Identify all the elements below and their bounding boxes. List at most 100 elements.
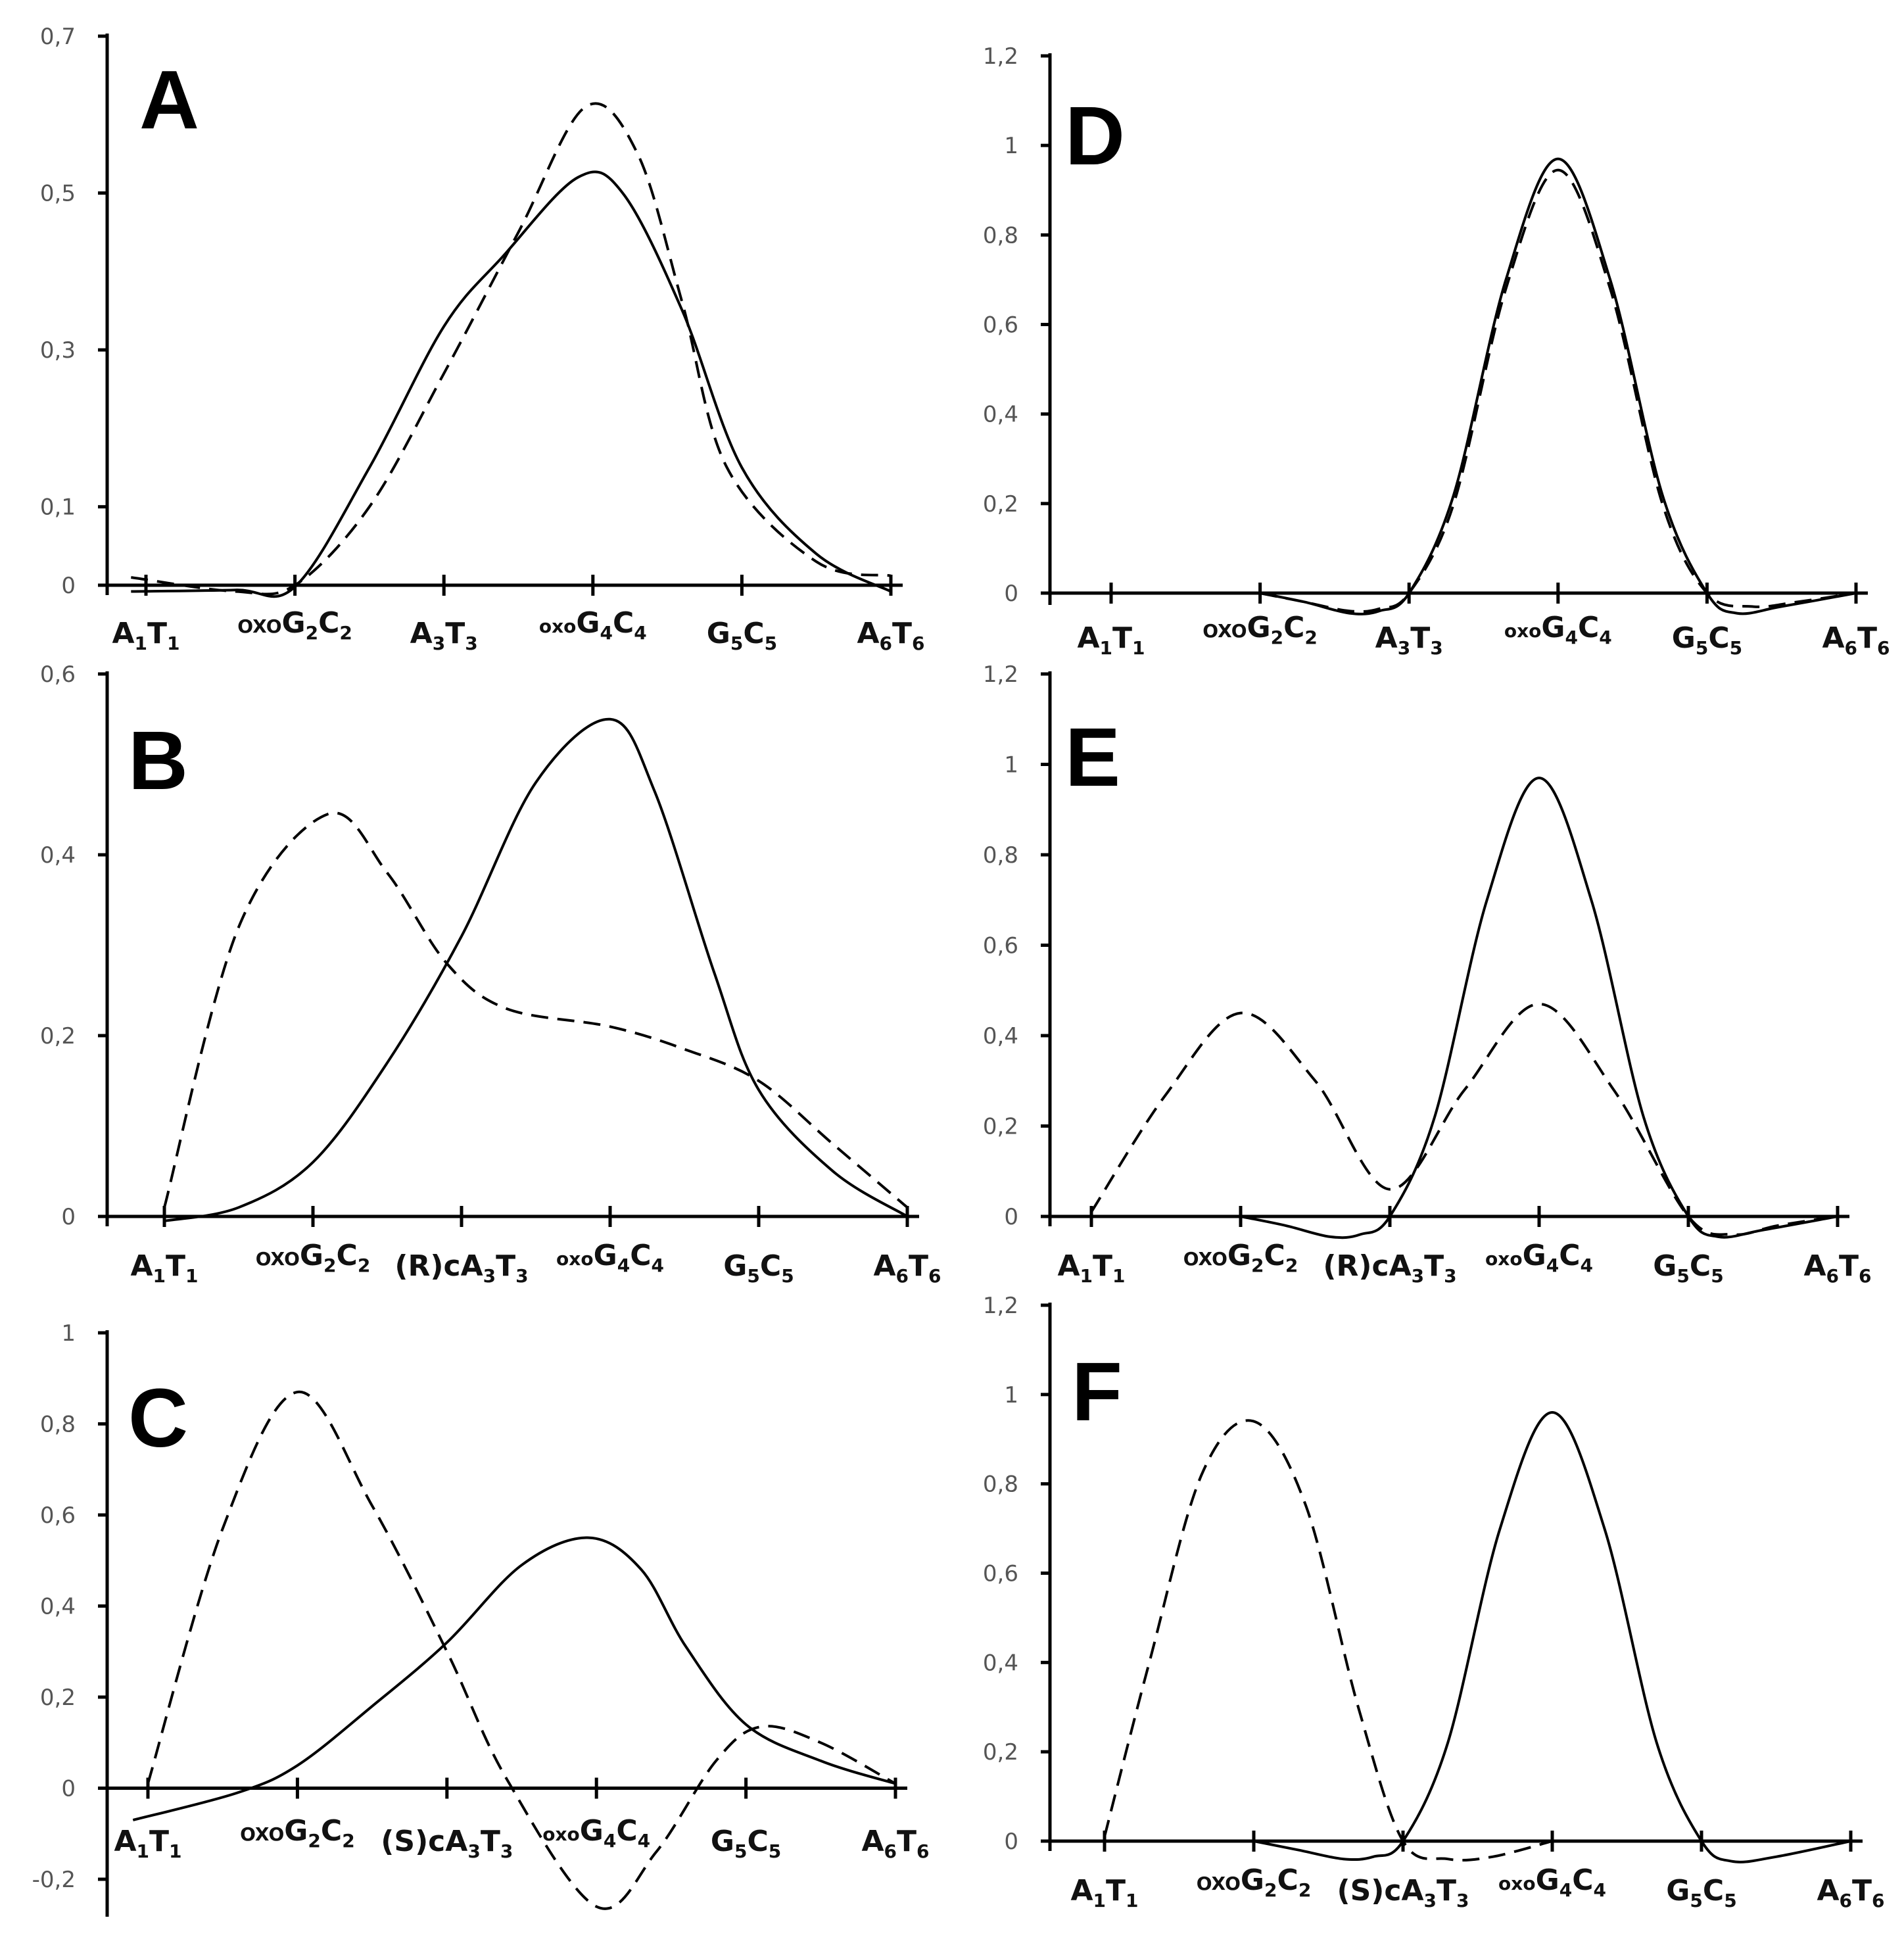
chart-panel-c: -0,2 0 0,2 0,4 0,6 0,8 1 A1T1 OXOG2C2 (S)cA3T3 oxo…: [32, 1320, 930, 1917]
chart-panel-a: 0 0,1 0,3 0,5 0,7 A1T1 OXOG2C2 A3T3 oxoG4C4 G5C5 A…: [40, 24, 925, 654]
x-tick-label: A6T6: [857, 617, 924, 654]
y-tick-label: 0,8: [983, 842, 1018, 869]
x-tick-label: oxoG4C4: [539, 606, 647, 644]
x-tick-label-prefix: OXO: [256, 1248, 300, 1270]
x-tick-label: (S)cA3T3: [381, 1825, 513, 1862]
x-tick-label: A1T1: [1077, 621, 1145, 659]
y-tick-label: 0,1: [40, 494, 76, 521]
x-tick-label-prefix: OXO: [1183, 1248, 1227, 1270]
x-tick-label-prefix: (R)c: [394, 1249, 460, 1283]
x-tick-label-prefix: oxo: [1498, 1873, 1536, 1894]
y-tick-label: 1,2: [983, 661, 1018, 688]
y-tick-label: 0,4: [983, 402, 1018, 428]
y-tick-label: 0: [61, 1776, 76, 1802]
y-tick-label: 0,6: [40, 1502, 76, 1529]
x-tick-label: A1T1: [1057, 1249, 1125, 1287]
x-tick-label-prefix: oxo: [556, 1248, 594, 1270]
y-tick-label: 0,4: [983, 1650, 1018, 1676]
panel-label: E: [1065, 711, 1120, 804]
x-tick-label-prefix: oxo: [1485, 1248, 1523, 1270]
y-tick-label: 0: [61, 1204, 76, 1230]
chart-panel-d: 0 0,2 0,4 0,6 0,8 1 1,2 A1T1 OXOG2C2 A3T3 oxoG4C4 G…: [983, 43, 1890, 659]
x-tick-label-prefix: (R)c: [1323, 1249, 1389, 1283]
x-tick-label: A6T6: [1803, 1249, 1871, 1287]
x-tick-label: A6T6: [873, 1249, 941, 1287]
x-tick-label: G5C5: [707, 617, 777, 654]
y-tick-label: 0,6: [983, 312, 1018, 339]
y-tick-label: 0,2: [983, 1739, 1018, 1765]
y-tick-label: 0,8: [40, 1412, 76, 1438]
y-tick-label: -0,2: [32, 1867, 76, 1893]
x-tick-label: OXOG2C2: [1202, 611, 1318, 648]
x-tick-label-prefix: (S)c: [1337, 1874, 1401, 1908]
y-tick-label: 1: [1004, 133, 1018, 159]
x-tick-label: (R)cA3T3: [1323, 1249, 1456, 1287]
series-line-dashed: [131, 102, 892, 596]
x-tick-label: OXOG2C2: [240, 1814, 355, 1852]
x-tick-label-prefix: (S)c: [381, 1825, 445, 1858]
x-tick-label: G5C5: [1672, 621, 1742, 659]
y-tick-label: 0,8: [983, 222, 1018, 249]
panel-label: F: [1072, 1345, 1122, 1438]
series-line-dashed: [163, 811, 909, 1209]
y-tick-label: 0,2: [40, 1023, 76, 1049]
x-tick-label: A6T6: [1822, 621, 1890, 659]
series-line-dashed: [1260, 168, 1857, 613]
y-tick-label: 0,5: [40, 181, 76, 207]
y-tick-label: 0: [1004, 581, 1018, 607]
x-tick-label: G5C5: [723, 1249, 794, 1287]
series-line-solid: [1240, 777, 1838, 1239]
x-tick-label: oxoG4C4: [1498, 1863, 1606, 1901]
y-tick-label: 0,7: [40, 24, 76, 50]
series-line-solid: [132, 1536, 896, 1821]
x-tick-label: oxoG4C4: [542, 1814, 650, 1852]
x-tick-label: A6T6: [1817, 1874, 1884, 1911]
y-tick-label: 0,2: [40, 1685, 76, 1711]
y-tick-label: 1,2: [983, 43, 1018, 70]
x-tick-label: OXOG2C2: [1183, 1239, 1298, 1276]
x-tick-label: G5C5: [1666, 1874, 1736, 1911]
y-tick-label: 0,6: [40, 661, 76, 688]
series-line-dashed: [1090, 1002, 1838, 1236]
x-tick-label-prefix: oxo: [542, 1823, 580, 1845]
y-tick-label: 0,2: [983, 491, 1018, 517]
x-tick-label: OXOG2C2: [1197, 1863, 1312, 1901]
y-tick-label: 0,2: [983, 1114, 1018, 1140]
chart-panel-b: 0 0,2 0,4 0,6 A1T1 OXOG2C2 (R)cA3T3 oxoG4C4 G5C5…: [40, 661, 941, 1287]
y-tick-label: 0,4: [40, 1594, 76, 1620]
y-tick-label: 0: [1004, 1829, 1018, 1855]
series-line-solid: [1253, 1410, 1851, 1863]
y-tick-label: 0: [61, 573, 76, 599]
y-tick-label: 0: [1004, 1204, 1018, 1230]
y-tick-label: 0,6: [983, 933, 1018, 959]
y-tick-label: 1,2: [983, 1293, 1018, 1319]
y-tick-label: 1: [1004, 752, 1018, 779]
x-tick-label: oxoG4C4: [1504, 611, 1612, 648]
x-tick-label: A6T6: [861, 1825, 929, 1862]
x-tick-label: A1T1: [130, 1249, 198, 1287]
x-tick-label: A3T3: [1375, 621, 1443, 659]
x-tick-label: OXOG2C2: [237, 606, 352, 644]
y-tick-label: 0,4: [40, 842, 76, 869]
y-tick-label: 0,3: [40, 337, 76, 364]
series-line-dashed: [147, 1390, 896, 1910]
panel-label: B: [128, 714, 188, 807]
x-tick-label: (R)cA3T3: [394, 1249, 528, 1287]
panel-label: A: [139, 53, 199, 146]
x-tick-label: oxoG4C4: [556, 1239, 664, 1276]
series-line-solid: [131, 170, 892, 598]
panel-label: D: [1065, 89, 1125, 182]
x-tick-label-prefix: oxo: [539, 615, 577, 637]
x-tick-label: oxoG4C4: [1485, 1239, 1593, 1276]
x-tick-label-prefix: oxo: [1504, 620, 1542, 642]
series-line-solid: [164, 717, 909, 1222]
x-tick-label: G5C5: [1653, 1249, 1723, 1287]
y-tick-label: 0,6: [983, 1561, 1018, 1587]
y-tick-label: 1: [1004, 1382, 1018, 1408]
x-tick-label: A1T1: [112, 617, 179, 654]
y-tick-label: 0,4: [983, 1023, 1018, 1049]
x-tick-label-prefix: OXO: [237, 615, 281, 637]
